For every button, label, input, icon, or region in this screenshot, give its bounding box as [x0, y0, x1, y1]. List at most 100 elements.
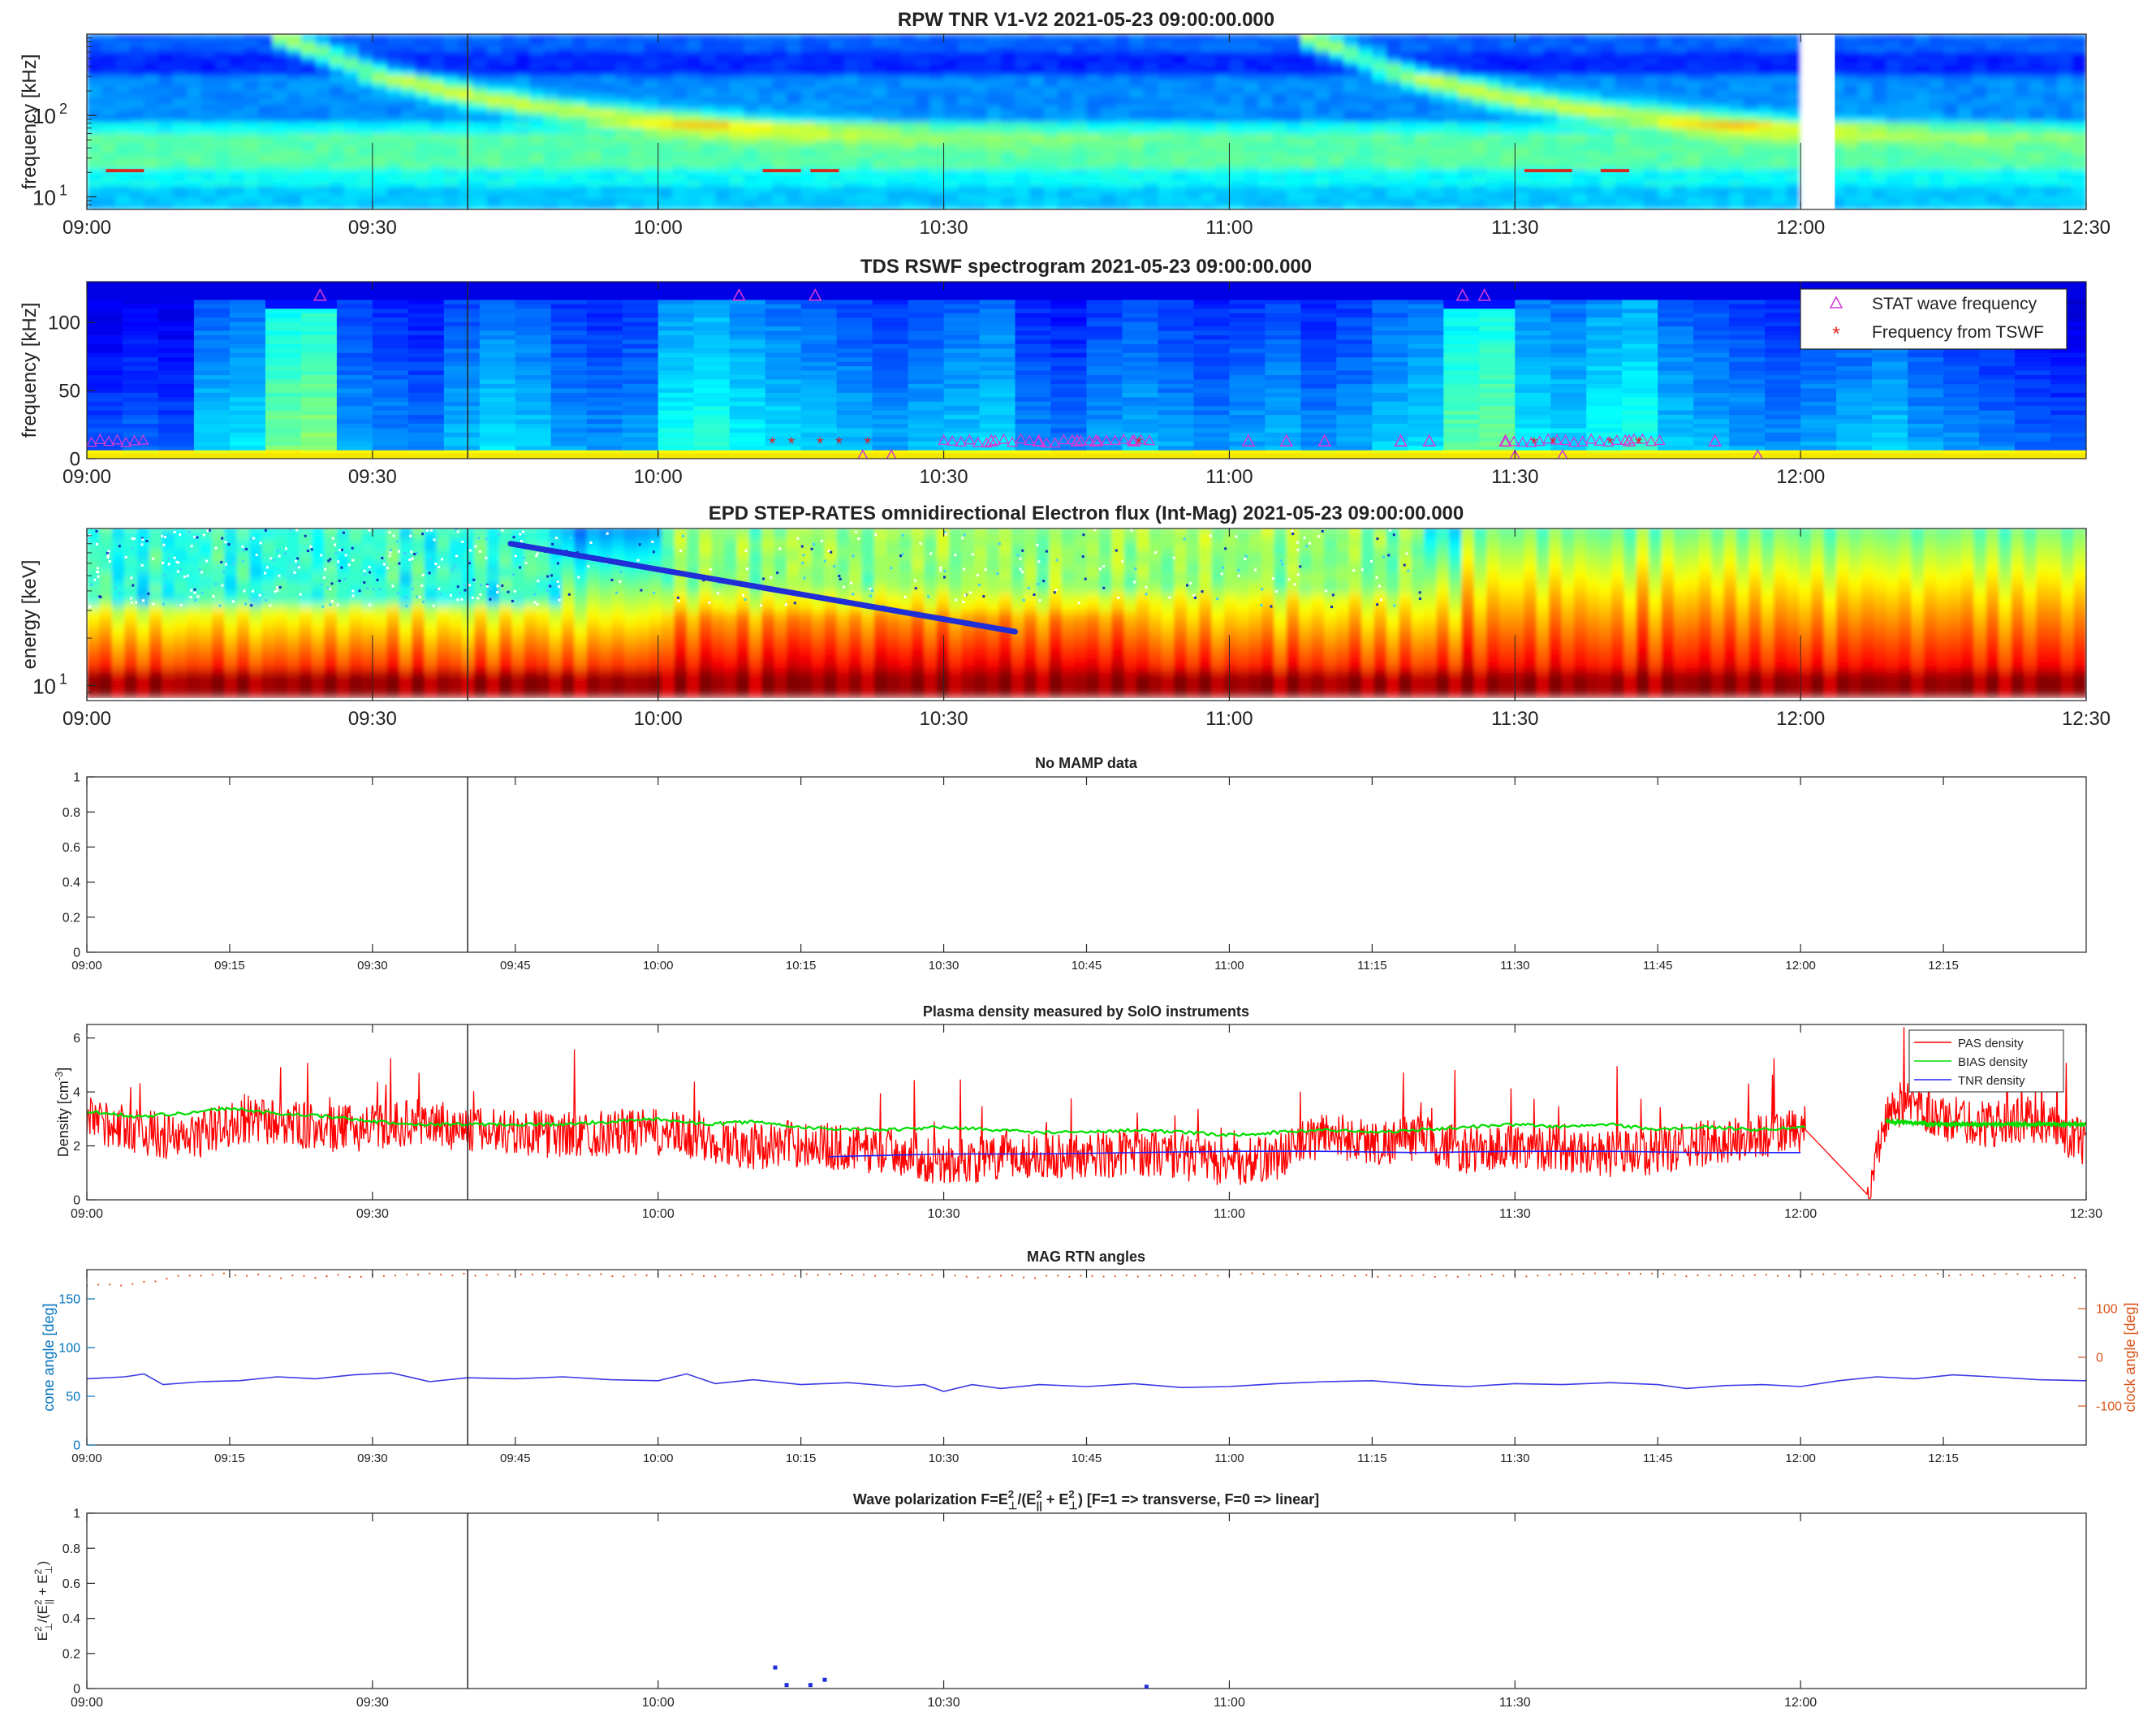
tnr-cell — [2029, 203, 2044, 209]
tnr-cell — [358, 168, 373, 175]
tds-cell — [693, 450, 731, 455]
tds-cell — [693, 282, 731, 287]
tds-cell — [407, 445, 445, 451]
tnr-cell — [1729, 34, 1744, 41]
tnr-cell — [87, 157, 102, 163]
tnr-cell — [843, 133, 859, 140]
tds-cell — [193, 361, 231, 367]
tnr-cell — [1115, 197, 1130, 205]
tnr-cell — [372, 157, 388, 163]
tds-cell — [122, 330, 159, 335]
tnr-cell — [1372, 80, 1387, 88]
tds-cell — [157, 343, 195, 349]
tnr-cell — [1343, 203, 1359, 209]
tnr-cell — [1143, 157, 1159, 163]
tnr-cell — [172, 192, 188, 199]
tds-cell — [407, 383, 445, 389]
tds-cell — [157, 370, 195, 376]
tnr-cell — [1129, 168, 1145, 175]
tnr-cell — [2015, 168, 2030, 175]
tnr-cell — [958, 86, 973, 93]
tnr-cell — [1101, 151, 1116, 157]
tnr-cell — [1643, 168, 1658, 175]
tnr-cell — [1158, 69, 1173, 75]
tds-cell — [479, 295, 516, 300]
tds-cell — [658, 347, 695, 353]
tds-cell — [479, 286, 516, 291]
tnr-cell — [2057, 34, 2073, 41]
tnr-cell — [1757, 197, 1773, 205]
tds-cell — [622, 365, 659, 371]
tnr-cell — [1986, 122, 2002, 128]
tnr-cell — [658, 157, 673, 163]
tnr-cell — [843, 186, 859, 192]
tnr-cell — [1015, 186, 1030, 192]
tnr-cell — [1357, 104, 1373, 111]
tnr-cell — [1443, 34, 1459, 41]
tnr-cell — [315, 157, 330, 163]
tnr-cell — [929, 197, 945, 205]
tnr-cell — [1343, 162, 1359, 170]
tnr-cell — [115, 122, 131, 128]
tnr-cell — [1457, 174, 1473, 181]
tds-cell — [122, 295, 159, 300]
tnr-cell — [443, 133, 459, 140]
tds-cell — [122, 356, 159, 362]
tnr-cell — [1172, 197, 1188, 205]
tnr-cell — [1957, 180, 1973, 187]
tnr-cell — [943, 122, 959, 128]
tnr-cell — [1529, 174, 1545, 181]
tnr-cell — [1429, 45, 1444, 53]
tnr-cell — [1143, 186, 1159, 192]
tnr-cell — [215, 151, 231, 157]
tnr-cell — [1357, 115, 1373, 123]
tnr-cell — [744, 115, 759, 123]
tnr-cell — [115, 127, 131, 134]
tds-cell — [229, 441, 266, 446]
tnr-cell — [943, 162, 959, 170]
tnr-cell — [1943, 192, 1959, 199]
tnr-cell — [1158, 157, 1173, 163]
tds-cell — [658, 401, 695, 407]
tnr-cell — [900, 192, 916, 199]
tnr-cell — [1600, 192, 1616, 199]
tds-cell — [157, 339, 195, 344]
tnr-cell — [886, 133, 902, 140]
tnr-cell — [1443, 86, 1459, 93]
tnr-cell — [129, 144, 144, 152]
tnr-cell — [1700, 168, 1716, 175]
tnr-cell — [800, 63, 816, 70]
tnr-cell — [1043, 80, 1059, 88]
tnr-cell — [115, 151, 131, 157]
tds-cell — [443, 410, 481, 416]
tds-cell — [622, 418, 659, 424]
tds-cell — [372, 365, 409, 371]
tnr-cell — [943, 174, 959, 181]
tnr-cell — [686, 186, 702, 192]
tnr-cell — [715, 133, 731, 140]
tnr-cell — [1286, 93, 1301, 99]
tnr-cell — [1257, 197, 1273, 205]
tds-cell — [515, 387, 552, 393]
tnr-cell — [1029, 162, 1045, 170]
tds-cell — [586, 317, 623, 322]
tnr-cell — [1843, 162, 1859, 170]
tnr-cell — [1329, 197, 1344, 205]
tds-cell — [265, 295, 302, 300]
tnr-cell — [958, 157, 973, 163]
tds-cell — [336, 334, 373, 340]
tnr-cell — [2029, 98, 2044, 105]
tnr-cell — [686, 203, 702, 209]
tnr-cell — [343, 197, 359, 205]
tnr-cell — [1429, 86, 1444, 93]
tnr-cell — [800, 139, 816, 146]
tnr-cell — [330, 57, 345, 64]
tds-cell — [622, 374, 659, 380]
tnr-cell — [1286, 115, 1301, 123]
tnr-cell — [1600, 93, 1616, 99]
tnr-cell — [1229, 192, 1244, 199]
tnr-cell — [244, 80, 259, 88]
tds-cell — [443, 396, 481, 402]
tnr-cell — [2072, 144, 2086, 152]
tnr-cell — [1115, 157, 1130, 163]
